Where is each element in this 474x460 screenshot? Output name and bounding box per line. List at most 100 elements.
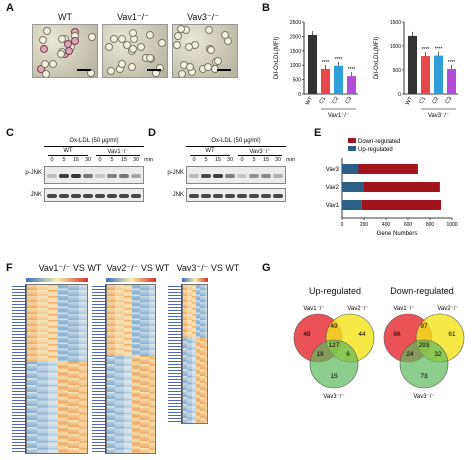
band [261,194,271,198]
y-tick-label: 0 [298,92,301,98]
band [273,174,283,178]
venn-diagram-down-regulated: Vav1⁻/⁻ Vav2⁻/⁻ Vav3⁻/⁻ 66 61 73 97 24 32 293 [383,306,465,400]
heatmap-block [115,285,124,357]
group-label: Vav3⁻/⁻ [428,113,449,119]
group-line-wt [190,155,230,156]
panel-label-a: A [6,2,14,14]
dendrogram [12,284,26,454]
up-set2-label: Vav2⁻/⁻ [347,306,368,312]
band [47,174,57,178]
heatmap-block [27,361,38,453]
bar-chart-vav1-uptake: 0 500 1000 1500 2000 2500 DiI-OxLDL(MFI) WT ****… [274,20,358,119]
band [95,174,105,178]
group-label-ko: Vav3⁻/⁻ [249,149,271,155]
cell-mark [156,64,164,72]
band [131,174,141,178]
heatmap-title-vav2: Vav2⁻/⁻ VS WT [106,263,170,273]
time-unit: min [144,157,153,163]
row-label-jnk: JNK [30,192,42,198]
time-unit: min [286,157,295,163]
down-count-only3: 73 [420,373,428,380]
category-label: Vav3 [326,167,340,173]
group-line-wt [48,155,88,156]
heatmap-block [183,285,188,339]
cell-mark [118,60,126,68]
scale-bar [217,69,231,71]
bar-c3 [347,76,356,94]
heatmap-block [140,356,149,453]
cell-mark [88,33,96,41]
time-label: 5 [62,157,66,163]
x-tick-label: WT [305,95,315,106]
band [59,174,69,178]
cell-mark [57,50,65,58]
time-label: 30 [84,157,92,163]
cell-mark [205,26,213,34]
significance-stars: **** [348,67,356,73]
treatment-line [186,146,286,147]
y-axis-label: DiI-OxLDL(MFI) [374,37,380,79]
heatmap-block [58,285,69,362]
dendrogram [92,284,106,454]
row-label-p-jnk: p-JNK [25,170,42,176]
group-label-wt: WT [205,148,215,154]
legend-swatch-up [348,146,356,151]
panel-label-c: C [6,127,14,139]
band [225,174,235,178]
heatmap-title-vav1: Vav1⁻/⁻ VS WT [38,263,102,273]
scale-bar [147,69,161,71]
cell-mark [177,25,185,33]
cell-mark [49,60,57,68]
x-tick-label: C2 [432,96,441,105]
heatmap-block [68,361,79,453]
heatmap-block [115,356,124,453]
group-line-ko [96,155,140,156]
heatmap-block [78,361,87,453]
up-set1-label: Vav1⁻/⁻ [303,306,324,312]
y-tick-label: 1500 [290,49,301,55]
cell-mark [185,43,193,51]
treatment-label: Ox-LDL (50 μg/ml) [69,138,119,144]
group-label-ko: Vav1⁻/⁻ [107,149,129,155]
band [249,194,259,198]
heatmap-block [204,285,207,339]
heatmap-block [132,356,141,453]
color-scale-bar [182,278,208,282]
band [119,194,129,198]
y-tick-label: 1000 [290,63,301,69]
band [213,174,223,178]
y-tick-label: 1500 [390,20,401,26]
heatmap-block [107,356,116,453]
heatmap-block [37,361,48,453]
y-axis-label: DiI-OxLDL(MFI) [274,37,280,79]
cell-mark [186,63,194,71]
band [249,174,259,178]
up-count-only3: 15 [330,373,338,380]
bar-c1 [421,56,430,94]
band [71,174,81,178]
micrograph-wt [32,24,98,78]
heatmap-block [68,285,79,362]
x-axis-label: Gene Numbers [377,231,418,237]
bar-c2 [434,55,443,94]
bar-c2 [334,65,343,94]
cell-mark [128,63,136,71]
down-set2-label: Vav2⁻/⁻ [437,306,458,312]
time-label: 15 [72,157,80,163]
x-tick-label: 200 [360,222,369,228]
band [261,174,271,178]
bar-up-vav1 [342,200,362,210]
band [83,194,93,198]
x-tick-label: C1 [319,96,328,105]
cell-mark [158,39,166,47]
cell-mark [137,43,145,51]
cell-mark [43,27,51,35]
blot-strip-jnk [44,188,144,202]
heatmap-block [183,338,188,423]
color-scale-bar [106,278,156,282]
cell-mark [129,45,137,53]
heatmap-block [204,338,207,423]
time-label: 5 [204,157,208,163]
cell-mark [204,63,212,71]
significance-stars: **** [335,57,343,63]
